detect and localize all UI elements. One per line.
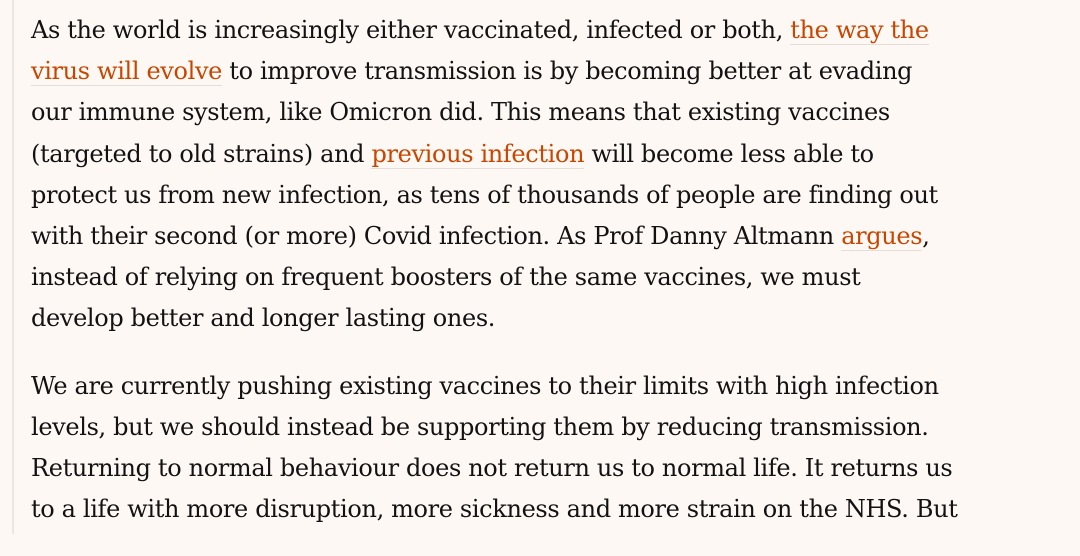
text-segment: instead of relying on frequent boosters … [31,263,861,292]
text-line: develop better and longer lasting ones. [31,298,1076,339]
text-line: levels, but we should instead be support… [31,407,1076,448]
text-segment: with their second (or more) Covid infect… [31,222,842,251]
text-segment: , [922,222,930,251]
text-line: virus will evolve to improve transmissio… [31,51,1076,92]
left-border-divider [12,0,14,534]
text-segment: levels, but we should instead be support… [31,412,929,441]
text-line: Returning to normal behaviour does not r… [31,448,1076,489]
text-line: (targeted to old strains) and previous i… [31,134,1076,175]
text-line: protect us from new infection, as tens o… [31,175,1076,216]
text-segment: develop better and longer lasting ones. [31,304,496,333]
text-segment: protect us from new infection, as tens o… [31,180,938,209]
article-paragraph: We are currently pushing existing vaccin… [31,366,1076,531]
text-line: to a life with more disruption, more sic… [31,489,1076,530]
text-segment: our immune system, like Omicron did. Thi… [31,98,890,127]
inline-link[interactable]: the way the [790,16,929,45]
text-line: our immune system, like Omicron did. Thi… [31,92,1076,133]
text-line: As the world is increasingly either vacc… [31,10,1076,51]
text-segment: As the world is increasingly either vacc… [31,16,791,44]
text-line: instead of relying on frequent boosters … [31,257,1076,298]
text-segment: We are currently pushing existing vaccin… [31,371,939,400]
text-line: with their second (or more) Covid infect… [31,216,1076,257]
inline-link[interactable]: virus will evolve [31,57,223,87]
inline-link[interactable]: argues [841,222,923,252]
text-segment: to improve transmission is by becoming b… [222,57,913,86]
text-line: We are currently pushing existing vaccin… [31,366,1076,407]
text-segment: (targeted to old strains) and [31,139,372,168]
inline-link[interactable]: previous infection [371,139,585,169]
text-segment: will become less able to [584,139,874,168]
text-segment: Returning to normal behaviour does not r… [31,454,953,483]
text-segment: to a life with more disruption, more sic… [31,495,958,524]
article-body: As the world is increasingly either vacc… [31,10,1076,556]
article-paragraph: As the world is increasingly either vacc… [31,10,1076,340]
